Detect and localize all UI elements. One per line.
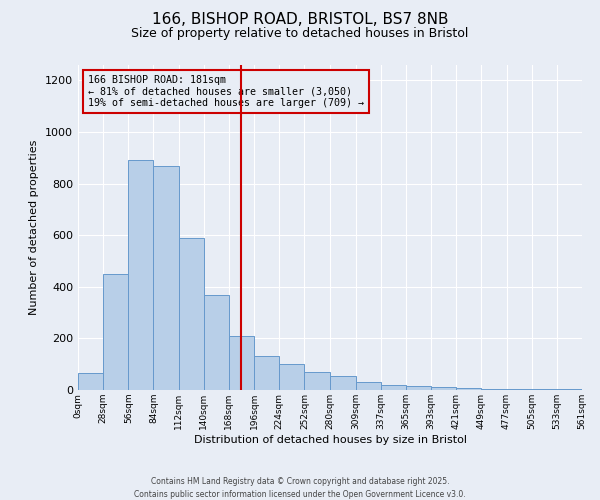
Bar: [103, 274, 128, 390]
Bar: [406, 386, 431, 390]
Bar: [78, 373, 103, 390]
Text: Contains HM Land Registry data © Crown copyright and database right 2025.: Contains HM Land Registry data © Crown c…: [151, 478, 449, 486]
X-axis label: Distribution of detached houses by size in Bristol: Distribution of detached houses by size …: [193, 434, 467, 444]
Text: 166, BISHOP ROAD, BRISTOL, BS7 8NB: 166, BISHOP ROAD, BRISTOL, BS7 8NB: [152, 12, 448, 28]
Bar: [329, 376, 356, 390]
Bar: [506, 389, 532, 390]
Bar: [154, 166, 179, 390]
Bar: [204, 294, 229, 390]
Bar: [128, 160, 154, 390]
Bar: [481, 388, 506, 390]
Bar: [456, 388, 481, 390]
Bar: [304, 372, 329, 390]
Bar: [431, 387, 456, 390]
Bar: [381, 385, 406, 390]
Bar: [279, 364, 304, 390]
Bar: [254, 356, 279, 390]
Bar: [179, 238, 204, 390]
Text: Contains public sector information licensed under the Open Government Licence v3: Contains public sector information licen…: [134, 490, 466, 499]
Bar: [356, 382, 381, 390]
Y-axis label: Number of detached properties: Number of detached properties: [29, 140, 40, 315]
Text: Size of property relative to detached houses in Bristol: Size of property relative to detached ho…: [131, 28, 469, 40]
Text: 166 BISHOP ROAD: 181sqm
← 81% of detached houses are smaller (3,050)
19% of semi: 166 BISHOP ROAD: 181sqm ← 81% of detache…: [88, 74, 364, 108]
Bar: [229, 336, 254, 390]
